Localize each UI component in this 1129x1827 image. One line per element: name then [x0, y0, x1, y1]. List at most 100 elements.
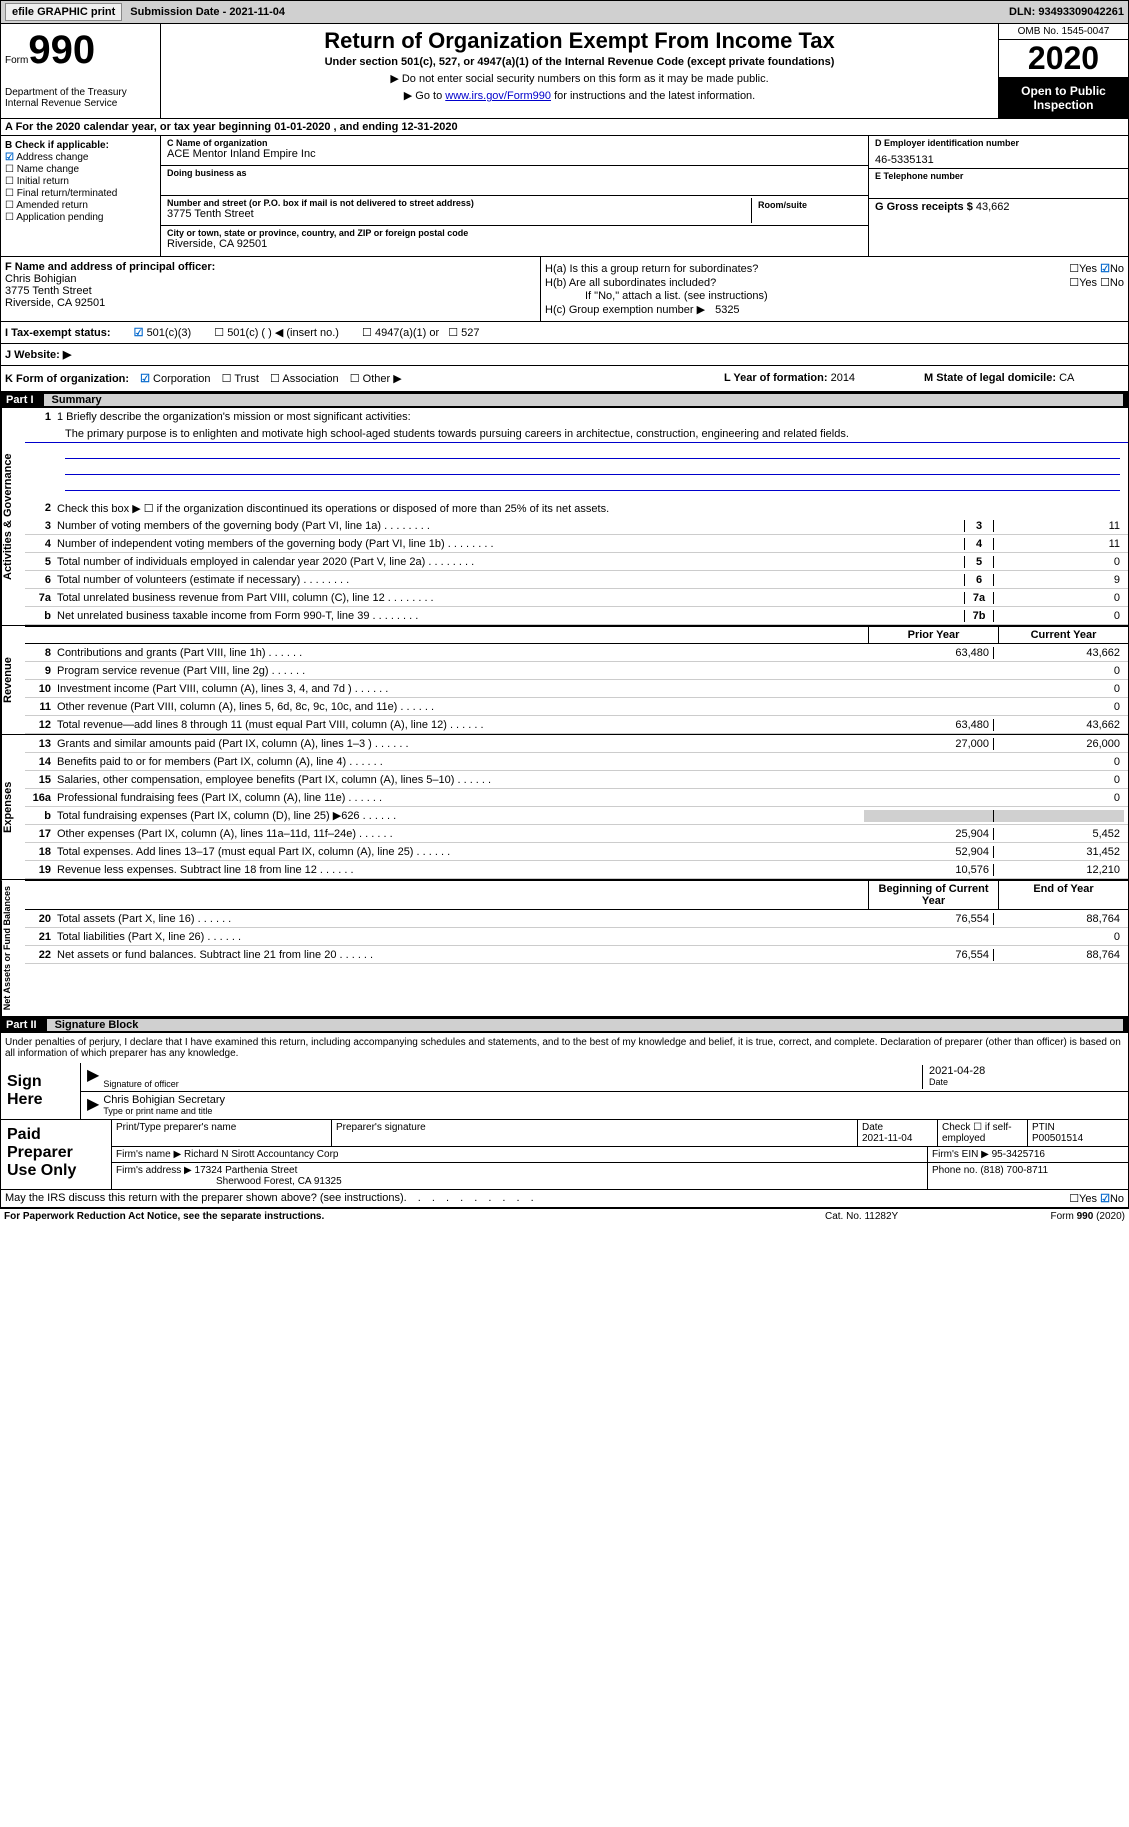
firm-addr1: 17324 Parthenia Street — [195, 1165, 298, 1176]
box-b-title: B Check if applicable: — [5, 140, 156, 151]
city-label: City or town, state or province, country… — [167, 228, 862, 238]
sig-date-label: Date — [929, 1077, 1122, 1087]
col-begin: Beginning of Current Year — [868, 881, 998, 909]
form-note1: ▶ Do not enter social security numbers o… — [169, 72, 990, 85]
mission-text: The primary purpose is to enlighten and … — [25, 426, 1128, 443]
gross-receipts-value: 43,662 — [976, 201, 1010, 213]
topbar: efile GRAPHIC print Submission Date - 20… — [0, 0, 1129, 24]
prep-sig-label: Preparer's signature — [332, 1120, 858, 1146]
declaration-text: Under penalties of perjury, I declare th… — [1, 1033, 1128, 1063]
row-k: K Form of organization: ☑ Corporation ☐ … — [0, 366, 1129, 392]
form-title: Return of Organization Exempt From Incom… — [169, 28, 990, 54]
cb-corp[interactable]: Corporation — [153, 373, 210, 385]
page-footer: For Paperwork Reduction Act Notice, see … — [0, 1208, 1129, 1224]
part1-governance: Activities & Governance 11 Briefly descr… — [0, 408, 1129, 626]
form-subtitle: Under section 501(c), 527, or 4947(a)(1)… — [169, 56, 990, 68]
city-value: Riverside, CA 92501 — [167, 238, 862, 250]
section-fh: F Name and address of principal officer:… — [0, 257, 1129, 322]
hc-value: 5325 — [715, 304, 739, 316]
part1-netassets: Net Assets or Fund Balances Beginning of… — [0, 880, 1129, 1017]
addr-label: Number and street (or P.O. box if mail i… — [167, 198, 751, 208]
sidebar-revenue: Revenue — [1, 626, 25, 734]
cb-assoc[interactable]: Association — [282, 373, 338, 385]
form990-link[interactable]: www.irs.gov/Form990 — [445, 90, 551, 102]
row-a-taxyear: A For the 2020 calendar year, or tax yea… — [0, 119, 1129, 136]
cb-other[interactable]: Other ▶ — [363, 373, 402, 385]
paperwork-notice: For Paperwork Reduction Act Notice, see … — [4, 1211, 825, 1222]
gross-receipts-label: G Gross receipts $ — [875, 201, 973, 213]
prep-name-label: Print/Type preparer's name — [112, 1120, 332, 1146]
year-formation: 2014 — [831, 372, 855, 384]
state-domicile: CA — [1059, 372, 1074, 384]
sig-officer-label: Signature of officer — [103, 1079, 922, 1089]
officer-name: Chris Bohigian — [5, 273, 536, 285]
prep-self-employed[interactable]: Check ☐ if self-employed — [938, 1120, 1028, 1146]
cb-name-change[interactable]: Name change — [17, 164, 79, 175]
dba-label: Doing business as — [167, 168, 862, 178]
sidebar-governance: Activities & Governance — [1, 408, 25, 625]
ein-label: D Employer identification number — [875, 138, 1122, 148]
col-prior: Prior Year — [868, 627, 998, 643]
form-label: Form — [5, 55, 28, 66]
tax-year: 2020 — [999, 40, 1128, 78]
col-end: End of Year — [998, 881, 1128, 909]
sig-date: 2021-04-28 — [929, 1065, 1122, 1077]
hc-label: H(c) Group exemption number ▶ — [545, 303, 705, 316]
cb-initial-return[interactable]: Initial return — [17, 176, 69, 187]
ein-value: 46-5335131 — [875, 148, 1122, 166]
omb-number: OMB No. 1545-0047 — [999, 24, 1128, 40]
section-bcdefg: B Check if applicable: ☑ Address change … — [0, 136, 1129, 257]
firm-phone: (818) 700-8711 — [980, 1165, 1048, 1176]
cb-501c[interactable]: 501(c) ( ) ◀ (insert no.) — [227, 327, 339, 339]
cb-app-pending[interactable]: Application pending — [16, 212, 103, 223]
sidebar-expenses: Expenses — [1, 735, 25, 879]
firm-ein: 95-3425716 — [992, 1149, 1045, 1160]
officer-label: F Name and address of principal officer: — [5, 261, 536, 273]
discuss-question: May the IRS discuss this return with the… — [5, 1192, 404, 1205]
efile-print-button[interactable]: efile GRAPHIC print — [5, 3, 122, 21]
firm-addr2: Sherwood Forest, CA 91325 — [116, 1176, 342, 1187]
public-inspection: Open to Public Inspection — [999, 78, 1128, 118]
line1-label: 1 Briefly describe the organization's mi… — [57, 411, 1124, 423]
cb-address-change[interactable]: Address change — [16, 152, 88, 163]
hb-label: H(b) Are all subordinates included? — [545, 277, 716, 289]
signature-block: Under penalties of perjury, I declare th… — [0, 1033, 1129, 1208]
form-number: 990 — [28, 28, 95, 72]
cb-amended[interactable]: Amended return — [16, 200, 88, 211]
sig-name-label: Type or print name and title — [103, 1106, 1122, 1116]
officer-addr1: 3775 Tenth Street — [5, 285, 536, 297]
officer-addr2: Riverside, CA 92501 — [5, 297, 536, 309]
street-address: 3775 Tenth Street — [167, 208, 751, 220]
cb-trust[interactable]: Trust — [234, 373, 259, 385]
box-b: B Check if applicable: ☑ Address change … — [1, 136, 161, 256]
part1-header: Part I Summary — [0, 392, 1129, 408]
hb-note: If "No," attach a list. (see instruction… — [545, 290, 1124, 302]
dln: DLN: 93493309042261 — [1009, 6, 1124, 18]
department: Department of the Treasury Internal Reve… — [5, 87, 156, 109]
col-current: Current Year — [998, 627, 1128, 643]
line2: Check this box ▶ ☐ if the organization d… — [57, 502, 1124, 515]
prep-date: 2021-11-04 — [862, 1133, 912, 1144]
cb-final-return[interactable]: Final return/terminated — [17, 188, 118, 199]
cb-501c3[interactable]: 501(c)(3) — [147, 327, 192, 339]
row-i: I Tax-exempt status: ☑ 501(c)(3) ☐ 501(c… — [0, 322, 1129, 344]
cb-4947[interactable]: 4947(a)(1) or — [375, 327, 439, 339]
cb-527[interactable]: 527 — [461, 327, 479, 339]
part2-header: Part II Signature Block — [0, 1017, 1129, 1033]
cat-no: Cat. No. 11282Y — [825, 1211, 975, 1222]
row-j: J Website: ▶ — [0, 344, 1129, 366]
ptin-value: P00501514 — [1032, 1133, 1083, 1144]
firm-name: Richard N Sirott Accountancy Corp — [184, 1149, 339, 1160]
part1-revenue: Revenue Prior YearCurrent Year 8Contribu… — [0, 626, 1129, 735]
room-label: Room/suite — [758, 200, 856, 210]
org-name: ACE Mentor Inland Empire Inc — [167, 148, 862, 160]
phone-label: E Telephone number — [875, 171, 1122, 181]
sign-here-label: Sign Here — [1, 1063, 81, 1119]
org-name-label: C Name of organization — [167, 138, 862, 148]
form-header: Form990 Department of the Treasury Inter… — [0, 24, 1129, 119]
sidebar-netassets: Net Assets or Fund Balances — [1, 880, 25, 1016]
form-note2: ▶ Go to www.irs.gov/Form990 for instruct… — [169, 89, 990, 102]
sig-name: Chris Bohigian Secretary — [103, 1094, 1122, 1106]
ha-label: H(a) Is this a group return for subordin… — [545, 263, 758, 275]
submission-date: Submission Date - 2021-11-04 — [130, 6, 285, 18]
